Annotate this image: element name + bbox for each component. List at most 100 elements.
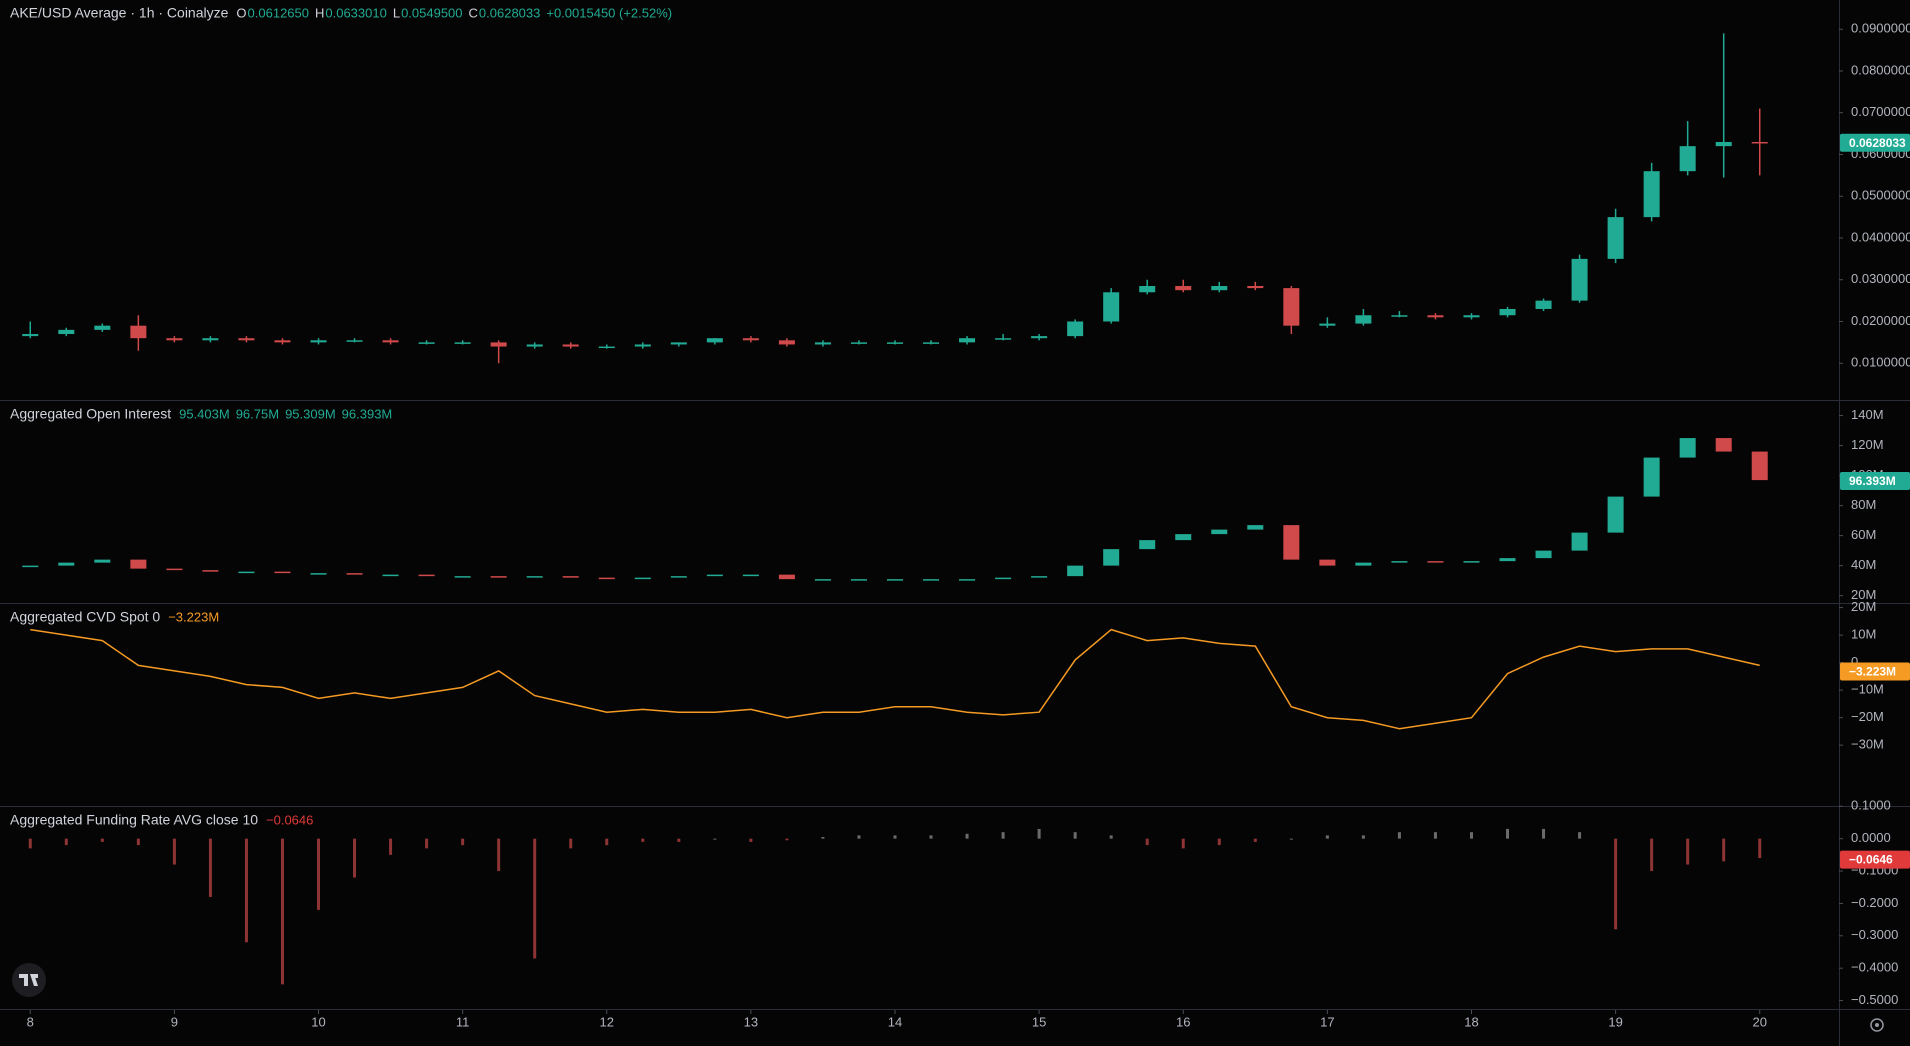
y-tick-label: 0.0400000 [1851, 229, 1910, 244]
settings-icon[interactable] [1870, 1018, 1884, 1032]
funding-bar [1361, 835, 1365, 839]
candle-body [310, 340, 327, 343]
y-tick-label: 0.0700000 [1851, 104, 1910, 119]
y-tick-label: 0.0500000 [1851, 188, 1910, 203]
candle-body [778, 340, 795, 345]
funding-bar [208, 838, 212, 897]
candle-body [959, 579, 976, 581]
funding-bar [569, 838, 573, 849]
candle-body [1715, 141, 1732, 147]
pane-title: Aggregated CVD Spot 0 [10, 609, 160, 625]
candle-body [1427, 315, 1444, 318]
x-tick-label: 18 [1464, 1014, 1478, 1029]
legend-key: O [236, 5, 246, 20]
funding-bar [425, 838, 429, 849]
last-value-badge [1840, 133, 1910, 152]
candle-body [1175, 286, 1192, 291]
legend-value: −3.223M [168, 609, 219, 624]
funding-bar [1397, 832, 1401, 839]
funding-bar [1073, 832, 1077, 839]
funding-bar [1506, 828, 1510, 839]
logo-circle[interactable] [12, 963, 46, 997]
x-tick-label: 10 [311, 1014, 325, 1029]
candle-body [1355, 562, 1372, 566]
x-tick-label: 14 [888, 1014, 902, 1029]
funding-bar [1433, 832, 1437, 839]
funding-bar [893, 835, 897, 839]
candle-body [814, 579, 831, 581]
candle-body [1103, 292, 1120, 322]
funding-bar [1289, 838, 1293, 840]
last-value-badge [1840, 472, 1910, 491]
candle-body [634, 577, 651, 580]
x-tick-label: 16 [1176, 1014, 1190, 1029]
y-tick-label: 10M [1851, 627, 1876, 642]
y-tick-label: −0.4000 [1851, 960, 1898, 975]
candle-body [1175, 534, 1192, 541]
y-tick-label: 20M [1851, 587, 1876, 602]
x-tick-label: 9 [171, 1014, 178, 1029]
funding-bar [1686, 838, 1690, 865]
funding-bar [605, 838, 609, 846]
funding-bar [749, 838, 753, 842]
last-value-label: −3.223M [1849, 665, 1896, 679]
funding-bar [533, 838, 537, 959]
legend-value: 0.0628033 [479, 5, 540, 20]
candle-body [1499, 558, 1516, 562]
funding-bar [929, 835, 933, 839]
candle-body [22, 565, 39, 568]
funding-bar [280, 838, 284, 985]
x-tick-label: 11 [456, 1014, 470, 1029]
candle-body [454, 576, 471, 578]
y-tick-label: 0.0300000 [1851, 271, 1910, 286]
funding-bar [1001, 832, 1005, 839]
last-value-label: −0.0646 [1849, 853, 1893, 867]
candle-body [1319, 323, 1336, 326]
legend-value: −0.0646 [266, 812, 313, 827]
y-tick-label: 0.0100000 [1851, 355, 1910, 370]
candle-body [923, 342, 940, 344]
candle-body [850, 342, 867, 344]
x-tick-label: 12 [600, 1014, 614, 1029]
candle-body [526, 344, 543, 347]
candle-body [670, 576, 687, 578]
tv-logo[interactable] [12, 963, 46, 997]
legend-value: 0.0549500 [401, 5, 462, 20]
y-tick-label: 0.0200000 [1851, 313, 1910, 328]
y-tick-label: −0.2000 [1851, 895, 1898, 910]
candle-body [1751, 451, 1768, 481]
candle-body [238, 571, 255, 574]
funding-bar [1758, 838, 1762, 859]
legend-key: C [469, 5, 478, 20]
y-tick-label: 0.0900000 [1851, 21, 1910, 36]
funding-bar [1578, 832, 1582, 839]
candle-body [1643, 457, 1660, 497]
legend-value: 96.393M [342, 406, 393, 421]
candle-body [598, 346, 615, 349]
candle-body [1391, 561, 1408, 563]
candle-body [1427, 561, 1444, 563]
candle-body [850, 579, 867, 581]
candle-body [310, 573, 327, 575]
candle-body [58, 562, 75, 566]
gear[interactable] [1870, 1018, 1884, 1032]
candle-body [1319, 559, 1336, 566]
candle-body [94, 325, 111, 330]
y-tick-label: 0.1000 [1851, 798, 1891, 813]
candle-body [1607, 217, 1624, 259]
funding-bar [1217, 838, 1221, 846]
funding-bar [1614, 838, 1618, 930]
candle-body [742, 574, 759, 577]
last-value-badge [1840, 850, 1910, 869]
funding-bar [641, 838, 645, 842]
legend-key: H [315, 5, 324, 20]
x-tick-label: 20 [1752, 1014, 1766, 1029]
candle-body [1571, 532, 1588, 551]
candle-body [1571, 258, 1588, 301]
candle-body [1679, 146, 1696, 172]
legend-value: +0.0015450 (+2.52%) [546, 5, 672, 20]
funding-bar [100, 838, 104, 842]
funding-bar [317, 838, 321, 910]
y-tick-label: 0 [1851, 654, 1858, 669]
candle-body [1463, 561, 1480, 563]
